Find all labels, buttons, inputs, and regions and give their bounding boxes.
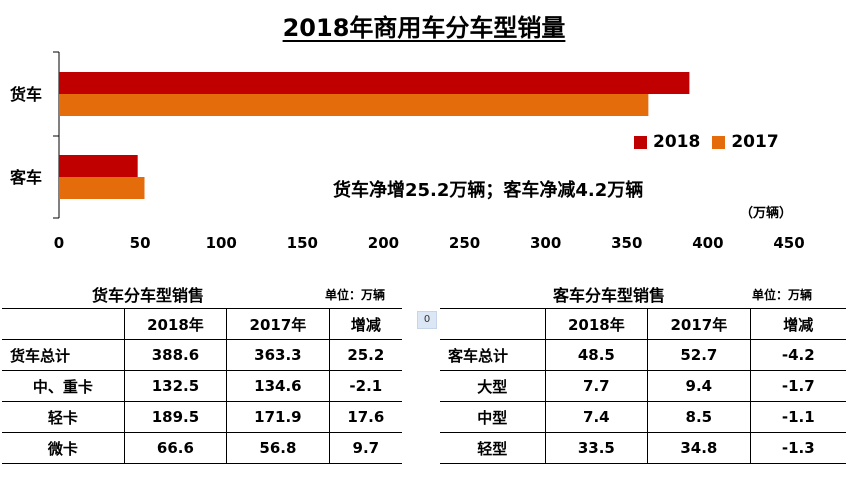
bar-2017-0 [59, 94, 649, 116]
x-tick-label: 100 [206, 234, 237, 252]
table-row: 轻卡 189.5 171.9 17.6 [2, 401, 402, 433]
table-row: 微卡 66.6 56.8 9.7 [2, 432, 402, 464]
x-tick-label: 150 [287, 234, 318, 252]
table-cell: -1.1 [749, 401, 846, 433]
table-cell: 轻型 [440, 432, 546, 464]
table-cell: 25.2 [328, 339, 402, 371]
table-cell: 363.3 [226, 339, 330, 371]
table-header-cell [440, 308, 546, 340]
cell-marker: 0 [417, 311, 437, 329]
freight-table-unit: 单位：万辆 [325, 288, 386, 302]
x-tick-label: 200 [368, 234, 399, 252]
table-cell: 388.6 [123, 339, 227, 371]
table-cell: 7.7 [544, 370, 648, 402]
table-cell: 8.5 [647, 401, 751, 433]
freight-table: 2018年 2017年 增减 货车总计 388.6 363.3 25.2 中、重卡 132.5 1… [2, 308, 402, 464]
passenger-table: 2018年 2017年 增减 客车总计 48.5 52.7 -4.2 大型 7.7 9.4 -1.7… [440, 308, 846, 464]
category-label: 客车 [10, 168, 42, 187]
table-header-cell: 2017年 [647, 308, 751, 340]
table-cell: 轻卡 [2, 401, 125, 433]
legend: 2018 2017 [634, 132, 791, 152]
bar-2018-0 [59, 72, 690, 94]
table-cell: -4.2 [749, 339, 846, 371]
table-header-cell: 2018年 [123, 308, 227, 340]
table-row: 中型 7.4 8.5 -1.1 [440, 401, 846, 433]
x-tick-label: 300 [530, 234, 561, 252]
x-tick-label: 0 [54, 234, 64, 252]
table-cell: -1.3 [749, 432, 846, 464]
table-row: 轻型 33.5 34.8 -1.3 [440, 432, 846, 464]
passenger-table-title: 客车分车型销售 [553, 286, 666, 305]
category-label: 货车 [10, 85, 42, 104]
table-cell: 171.9 [226, 401, 330, 433]
table-header-cell: 2017年 [226, 308, 330, 340]
table-cell: 客车总计 [440, 339, 546, 371]
table-header-cell: 增减 [328, 308, 402, 340]
table-cell: 34.8 [647, 432, 751, 464]
table-cell: 134.6 [226, 370, 330, 402]
table-row: 客车总计 48.5 52.7 -4.2 [440, 339, 846, 371]
x-tick-label: 400 [692, 234, 723, 252]
chart-annotation: 货车净增25.2万辆；客车净减4.2万辆 [333, 180, 644, 201]
legend-label-2017: 2017 [731, 132, 779, 152]
table-cell: 9.7 [328, 432, 402, 464]
legend-label-2018: 2018 [653, 132, 701, 152]
table-row: 货车总计 388.6 363.3 25.2 [2, 339, 402, 371]
table-cell: 9.4 [647, 370, 751, 402]
table-cell: -1.7 [749, 370, 846, 402]
table-header-cell [2, 308, 125, 340]
table-cell: 66.6 [123, 432, 227, 464]
legend-swatch-2018 [634, 135, 647, 149]
table-cell: 7.4 [544, 401, 648, 433]
table-cell: 货车总计 [2, 339, 125, 371]
table-cell: 56.8 [226, 432, 330, 464]
x-tick-label: 450 [773, 234, 804, 252]
legend-item-2017: 2017 [712, 132, 779, 152]
table-cell: -2.1 [328, 370, 402, 402]
freight-table-title: 货车分车型销售 [92, 286, 205, 305]
table-cell: 52.7 [647, 339, 751, 371]
table-cell: 33.5 [544, 432, 648, 464]
x-tick-label: 50 [130, 234, 151, 252]
table-cell: 17.6 [328, 401, 402, 433]
bar-2017-1 [59, 177, 145, 199]
table-cell: 微卡 [2, 432, 125, 464]
table-row: 大型 7.7 9.4 -1.7 [440, 370, 846, 402]
legend-item-2018: 2018 [634, 132, 700, 152]
x-tick-label: 250 [449, 234, 480, 252]
table-cell: 中型 [440, 401, 546, 433]
table-row: 中、重卡 132.5 134.6 -2.1 [2, 370, 402, 402]
table-header-row: 2018年 2017年 增减 [2, 308, 402, 340]
table-header-cell: 2018年 [544, 308, 648, 340]
x-axis-unit: （万辆） [740, 206, 793, 221]
table-header-cell: 增减 [749, 308, 846, 340]
table-cell: 189.5 [123, 401, 227, 433]
legend-swatch-2017 [712, 135, 726, 149]
table-cell: 大型 [440, 370, 546, 402]
x-tick-label: 350 [611, 234, 642, 252]
table-header-row: 2018年 2017年 增减 [440, 308, 846, 340]
chart-title: 2018年商用车分车型销量 [282, 14, 566, 42]
table-cell: 48.5 [544, 339, 648, 371]
passenger-table-unit: 单位：万辆 [752, 288, 813, 302]
table-cell: 132.5 [123, 370, 227, 402]
table-cell: 中、重卡 [2, 370, 125, 402]
bar-2018-1 [59, 155, 138, 177]
